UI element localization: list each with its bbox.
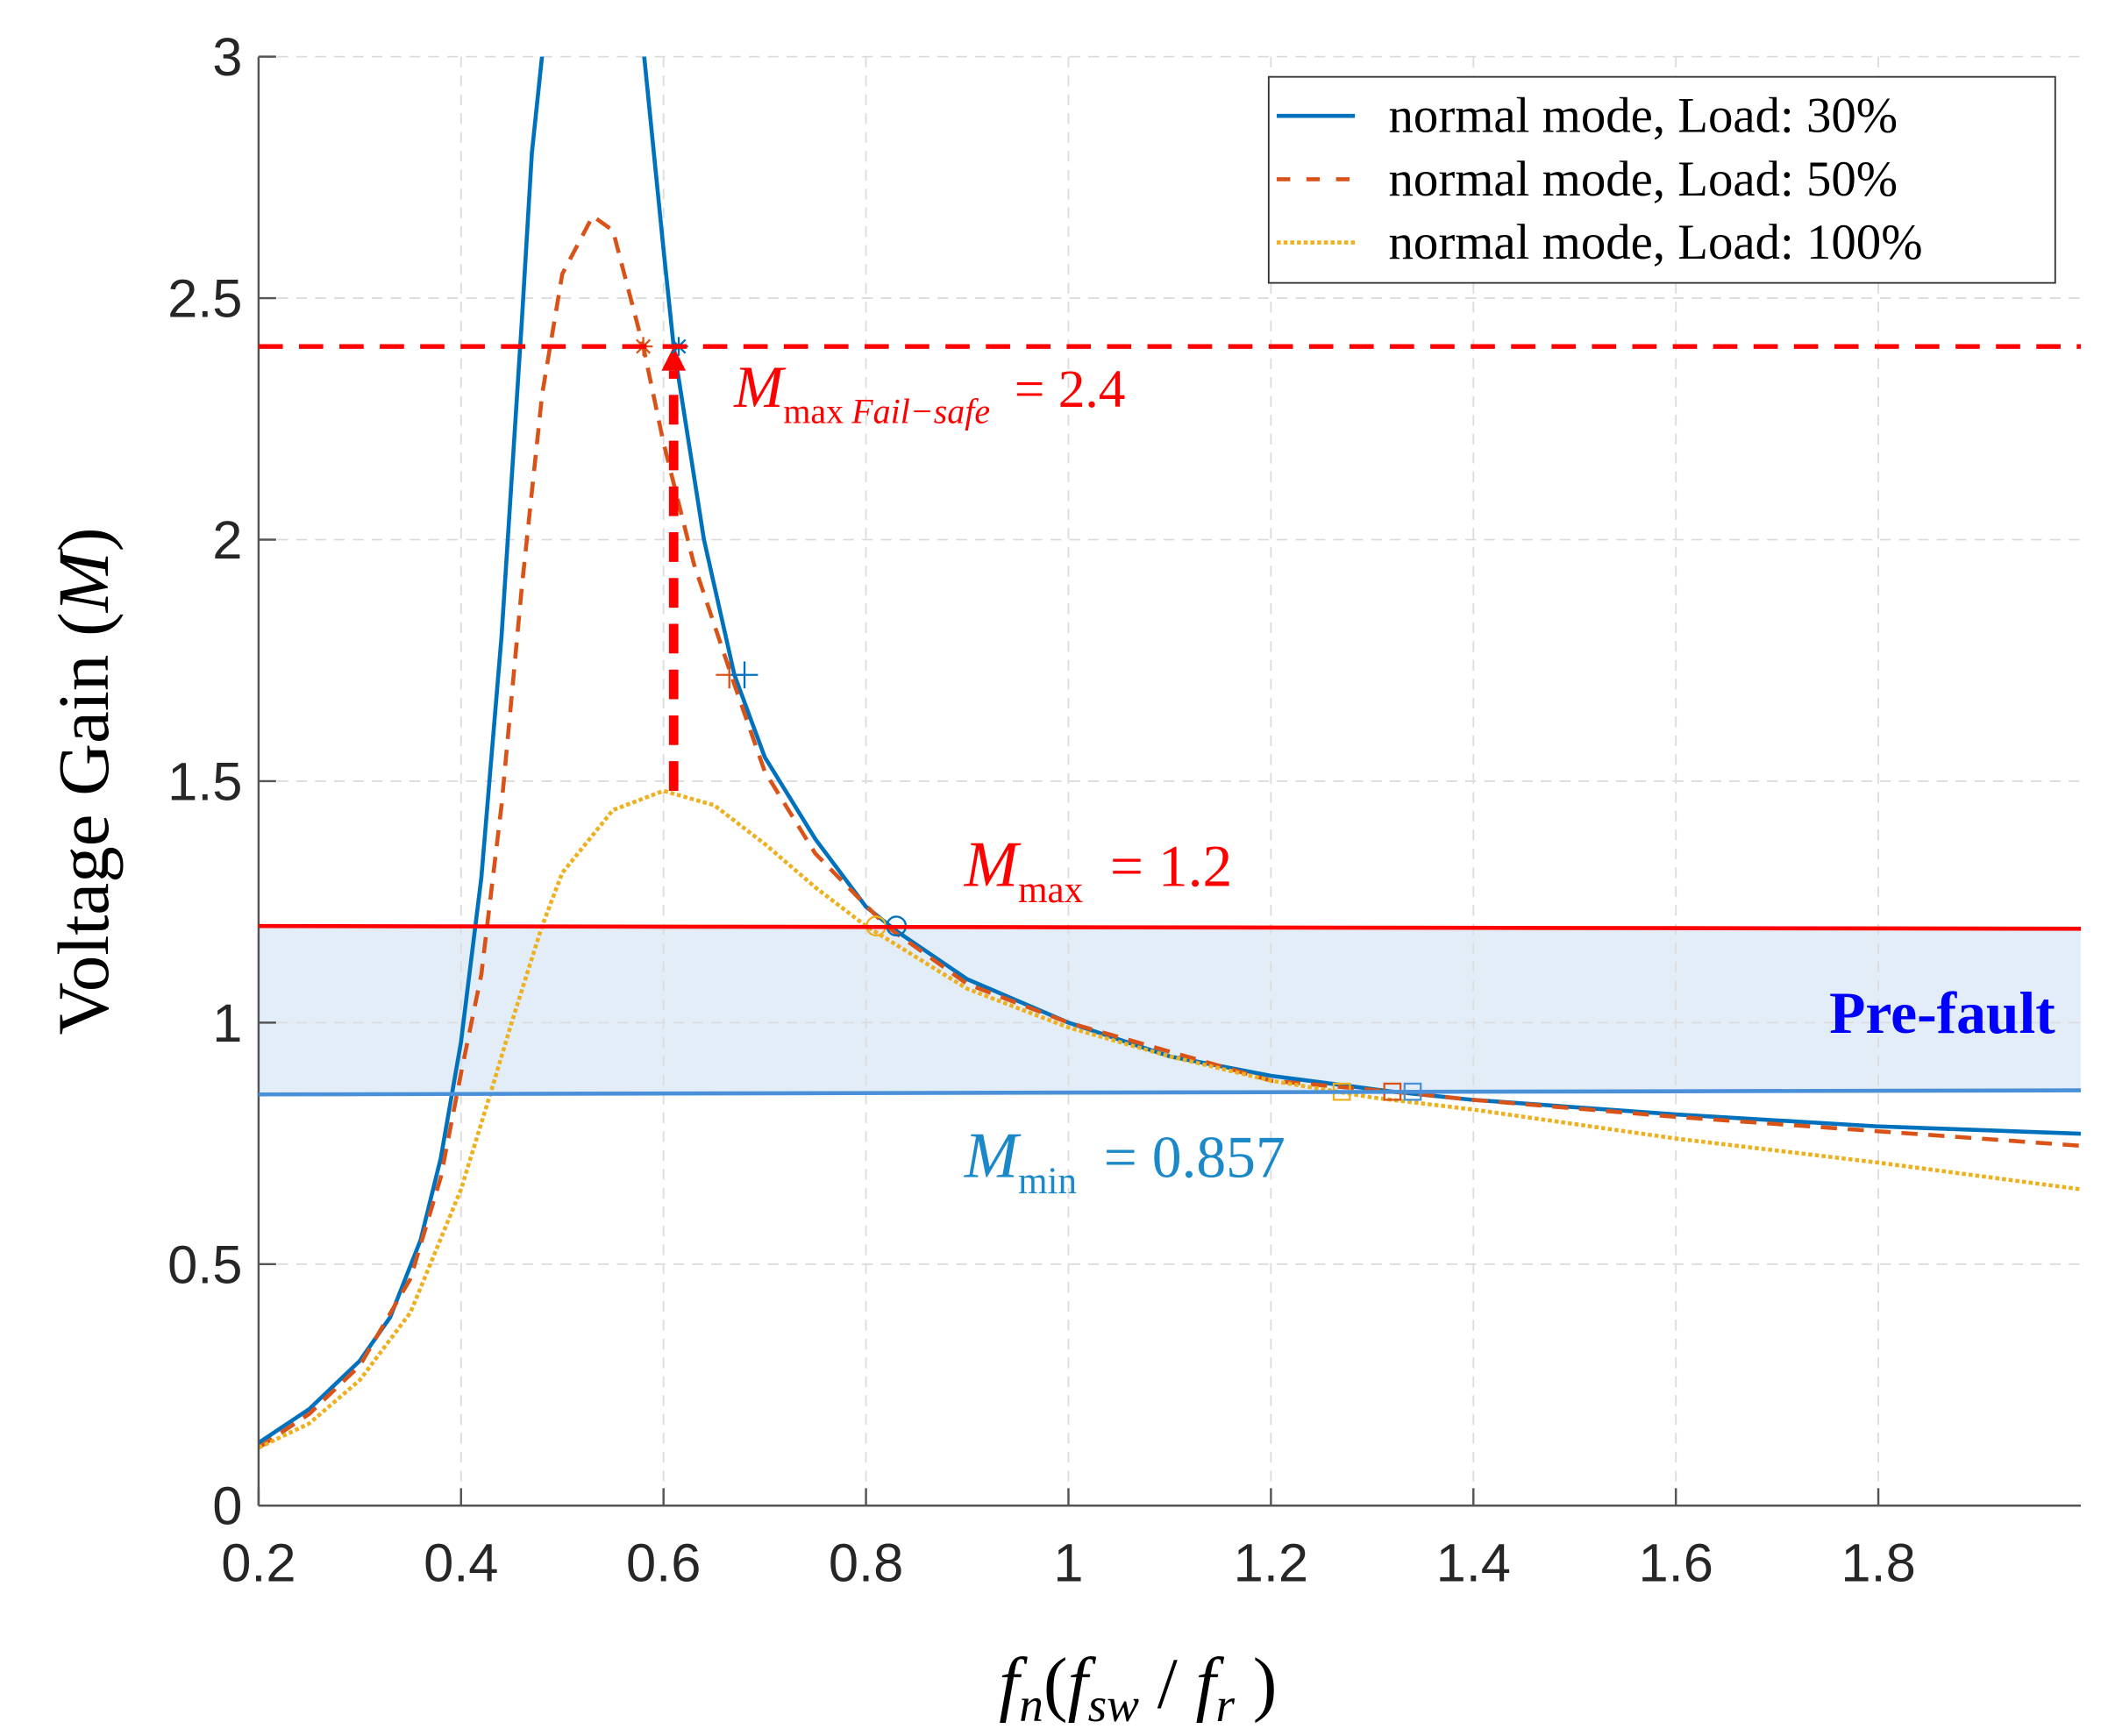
grid [258, 55, 2081, 1506]
x-tick-label: 1.6 [1638, 1533, 1713, 1593]
axes [257, 55, 2081, 1507]
m-max-annotation: Mmax = 1.2 [964, 829, 1233, 911]
y-tick-label: 0 [212, 1476, 242, 1537]
pre-fault-label: Pre-fault [1829, 980, 2055, 1046]
legend-label-50: normal mode, Load: 50% [1389, 152, 1898, 207]
legend-label-30: normal mode, Load: 30% [1389, 89, 1898, 144]
x-axis-label: fn(fsw / fr ) [999, 1643, 1277, 1732]
pre-fault-band [258, 926, 2081, 1092]
x-tick-label: 0.8 [829, 1533, 903, 1593]
m-min-annotation: Mmin = 0.857 [964, 1119, 1286, 1201]
x-tick-label: 0.6 [626, 1533, 701, 1593]
x-tick-label: 1.8 [1841, 1533, 1915, 1593]
y-tick-label: 2.5 [167, 269, 242, 330]
legend: normal mode, Load: 30% normal mode, Load… [1267, 75, 2056, 284]
y-tick-label: 0.5 [167, 1234, 242, 1295]
legend-label-100: normal mode, Load: 100% [1389, 215, 1923, 270]
x-tick-label: 1.2 [1234, 1533, 1308, 1593]
y-tick-label: 2 [212, 510, 242, 571]
series-line-1 [258, 214, 2081, 1450]
arrow-head [661, 346, 687, 371]
x-tick-label: 1 [1053, 1533, 1083, 1593]
y-tick-label: 3 [212, 27, 242, 88]
x-tick-label: 0.4 [424, 1533, 498, 1593]
y-tick-label: 1.5 [167, 751, 242, 812]
x-tick-label: 0.2 [221, 1533, 296, 1593]
y-axis-label: Voltage Gain (M) [43, 528, 124, 1035]
legend-box [1267, 75, 2056, 284]
fail-safe-annotation: Mmax Fail−safe = 2.4 [733, 354, 1125, 430]
y-tick-label: 1 [212, 993, 242, 1054]
tick-labels: 0.2 0.4 0.6 0.8 1 1.2 1.4 1.6 1.8 0 0.5 1 1.5 2 2.5 3 [167, 27, 1916, 1593]
m-min-line [258, 1088, 2081, 1097]
x-tick-label: 1.4 [1436, 1533, 1511, 1593]
m-max-line [258, 923, 2081, 931]
reference-lines [258, 344, 2081, 1097]
marker-plus [730, 661, 758, 689]
